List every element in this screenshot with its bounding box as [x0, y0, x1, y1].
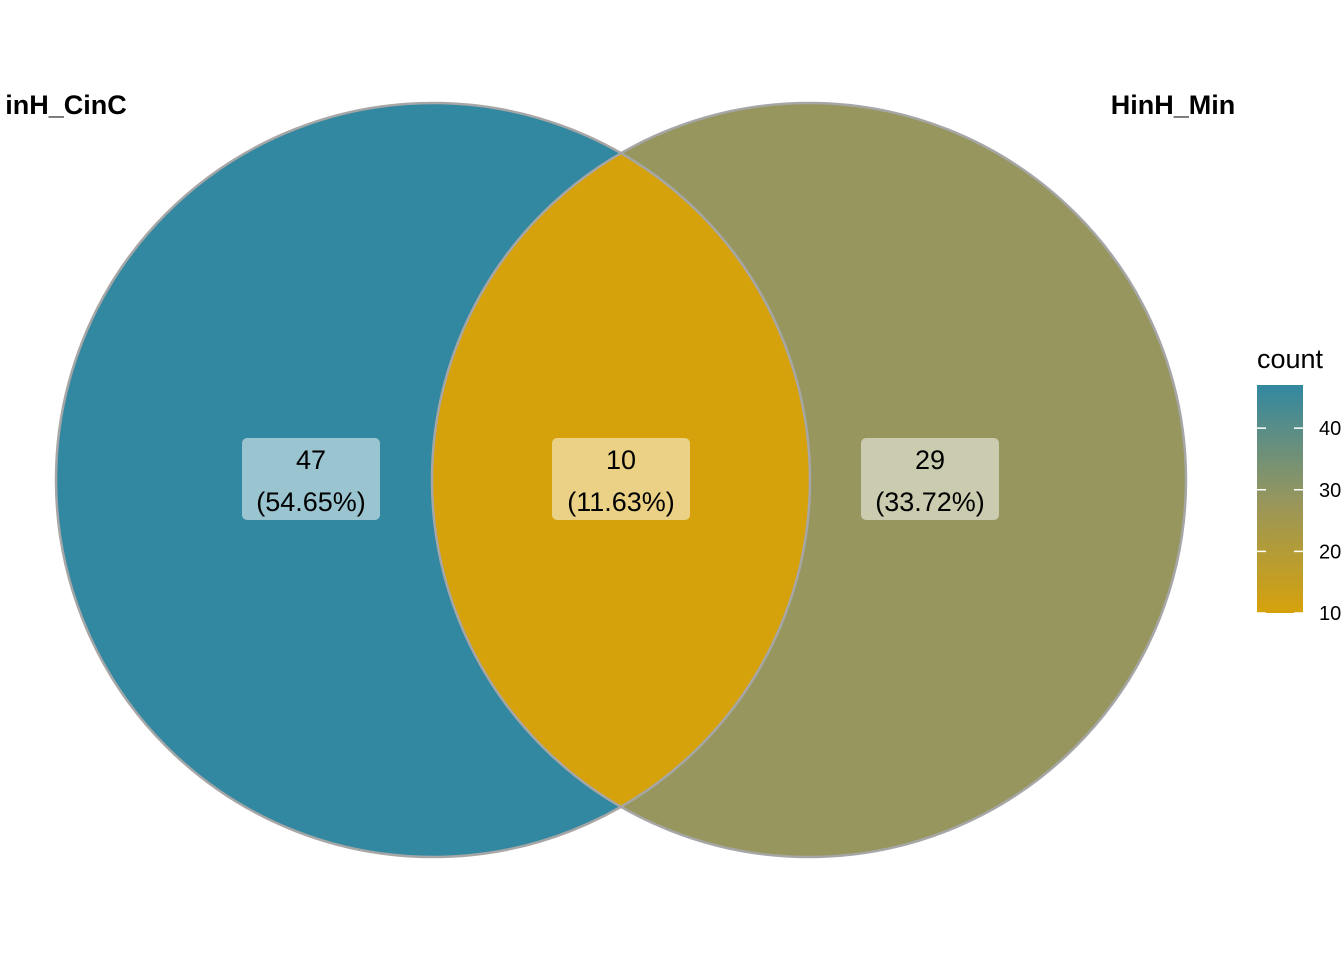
- region-label-only-a: 47 (54.65%): [242, 438, 380, 520]
- set-b-outline: [430, 101, 1188, 859]
- region-count: 29: [915, 445, 945, 475]
- region-count: 47: [296, 445, 326, 475]
- legend-colorbar: [1257, 385, 1303, 613]
- region-count: 10: [606, 445, 636, 475]
- set-a-outline: [54, 101, 812, 859]
- legend: count 40 30 20 10: [1257, 344, 1341, 625]
- legend-tick-label: 30: [1319, 480, 1341, 502]
- legend-title: count: [1257, 344, 1324, 374]
- legend-ticks: 40 30 20 10: [1257, 418, 1341, 625]
- region-percent: (33.72%): [875, 487, 985, 517]
- region-label-intersection: 10 (11.63%): [552, 438, 690, 520]
- set-b-label: HinH_Min: [1111, 90, 1236, 120]
- legend-tick-label: 40: [1319, 418, 1341, 440]
- region-percent: (54.65%): [256, 487, 366, 517]
- set-a-label: inH_CinC: [5, 90, 127, 120]
- region-percent: (11.63%): [567, 487, 675, 517]
- legend-tick-label: 20: [1319, 541, 1341, 563]
- legend-tick-label: 10: [1319, 603, 1341, 625]
- region-label-only-b: 29 (33.72%): [861, 438, 999, 520]
